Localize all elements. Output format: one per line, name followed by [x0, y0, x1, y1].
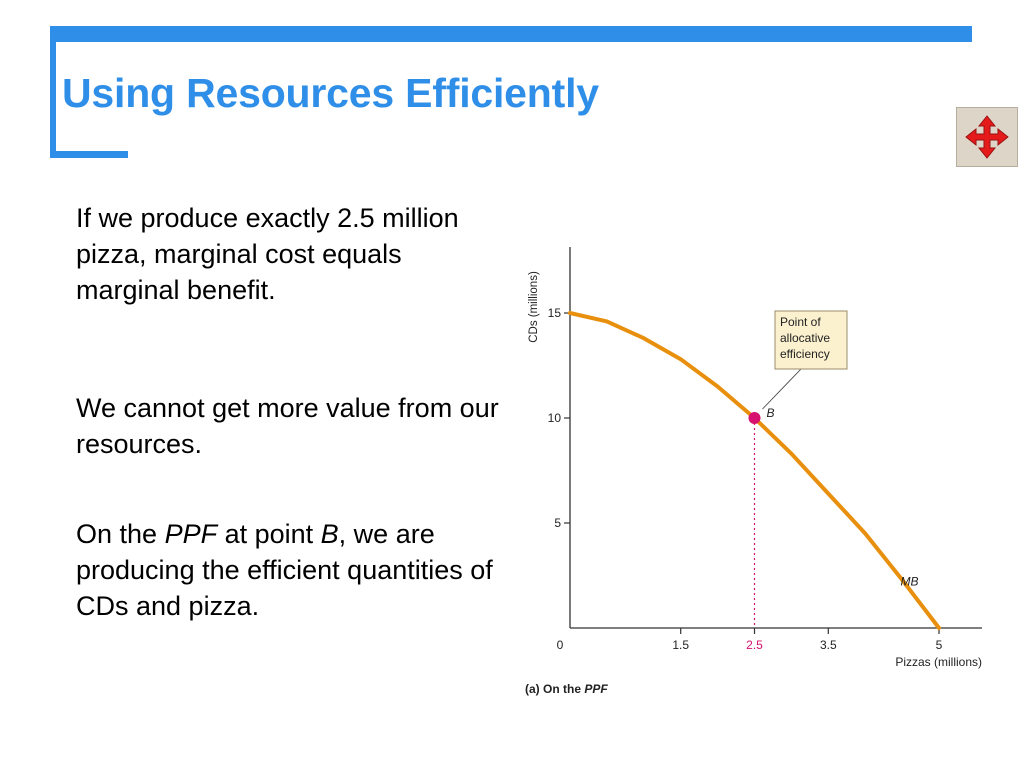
point-b-label: B	[767, 406, 775, 420]
four-way-arrows-icon	[965, 115, 1009, 159]
x-tick-label: 1.5	[672, 638, 689, 652]
p3-ppf: PPF	[164, 519, 218, 549]
x-tick-label: 5	[936, 638, 943, 652]
p3-part-c: , we are producing the efficient quantit…	[76, 519, 493, 621]
annotation-line: allocative	[780, 331, 830, 345]
x-tick-label: 0	[557, 638, 564, 652]
caption-ppf: PPF	[584, 682, 608, 696]
y-tick-label: 15	[548, 306, 562, 320]
x-axis-label: Pizzas (millions)	[895, 655, 982, 669]
ppf-chart: 5 10 15 0 1.5 2.5 3.5 5 CDs (millions) Pizzas (mi…	[525, 247, 982, 696]
paragraph-marginal-cost: If we produce exactly 2.5 million pizza,…	[76, 203, 459, 305]
annotation-line: Point of	[780, 315, 821, 329]
x-tick-label: 3.5	[820, 638, 837, 652]
annotation-line: efficiency	[780, 347, 830, 361]
p3-point: B	[320, 519, 339, 549]
x-tick-label: 2.5	[746, 638, 763, 652]
chart-caption: (a) On the PPF	[525, 682, 608, 696]
y-tick-label: 10	[548, 411, 562, 425]
series-label-mb: MB	[901, 575, 919, 589]
point-b-marker	[748, 412, 761, 424]
y-axis-label: CDs (millions)	[528, 271, 540, 343]
navigation-button[interactable]	[956, 107, 1018, 167]
ppf-curve	[568, 311, 941, 630]
caption-prefix: (a) On the	[525, 682, 584, 696]
annotation-leader	[762, 368, 802, 410]
title-bar-top	[50, 26, 972, 42]
paragraph-efficient-quantities: On the PPF at point B, we are producing …	[76, 516, 506, 624]
annotation-box	[774, 310, 848, 370]
p3-part-b: at point	[217, 519, 321, 549]
y-tick-label: 5	[554, 516, 561, 530]
title-bar-left	[50, 26, 56, 158]
paragraph-more-value: We cannot get more value from our resour…	[76, 393, 499, 459]
slide-title: Using Resources Efficiently	[62, 70, 599, 116]
p3-part-a: On the	[76, 519, 165, 549]
title-bar-bottom	[50, 151, 128, 158]
